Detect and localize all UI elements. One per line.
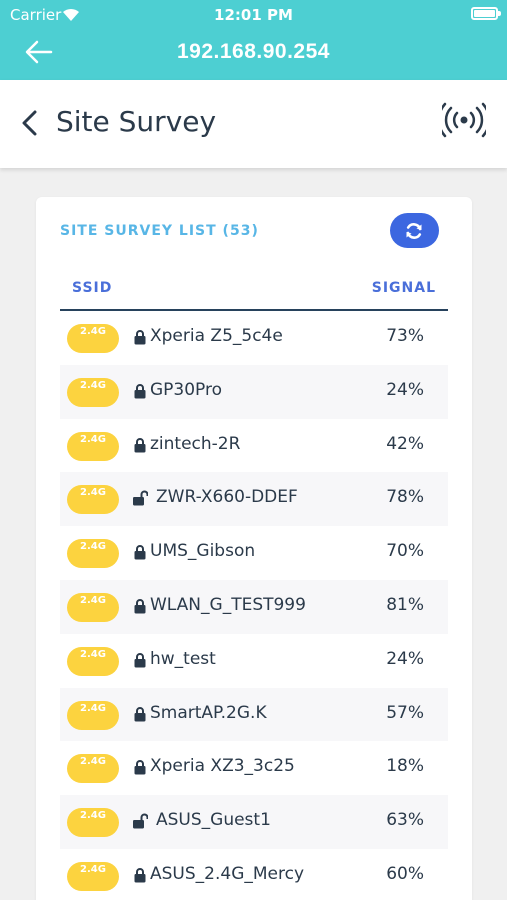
ssid-label: zintech-2R bbox=[150, 433, 241, 454]
ssid-label: ASUS_2.4G_Mercy bbox=[150, 863, 305, 884]
signal-value: 57% bbox=[386, 702, 424, 723]
column-header-ssid: SSID bbox=[72, 280, 113, 296]
survey-list: 2.4G Xperia Z5_5c4e 73% 2.4G GP30Pro 24%… bbox=[60, 311, 448, 900]
list-item[interactable]: 2.4G UMS_Gibson 70% bbox=[60, 526, 448, 580]
list-item[interactable]: 2.4G zintech-2R 42% bbox=[60, 419, 448, 473]
ssid-label: Xperia XZ3_3c25 bbox=[150, 756, 295, 777]
status-bar: Carrier 12:01 PM bbox=[0, 0, 507, 28]
signal-value: 24% bbox=[386, 648, 424, 669]
site-survey-card: SITE SURVEY LIST (53) SSID SIGNAL 2.4G X… bbox=[36, 197, 472, 900]
wifi-icon bbox=[63, 8, 79, 21]
refresh-icon bbox=[406, 223, 422, 239]
list-item[interactable]: 2.4G WLAN_G_TEST999 81% bbox=[60, 579, 448, 634]
lock-icon bbox=[134, 545, 146, 560]
ssid-label: UMS_Gibson bbox=[150, 541, 256, 562]
lock-icon bbox=[134, 760, 146, 775]
status-time: 12:01 PM bbox=[214, 6, 293, 24]
list-item[interactable]: 2.4G hw_test 24% bbox=[60, 634, 448, 688]
signal-value: 18% bbox=[386, 756, 424, 777]
ssid-label: Xperia Z5_5c4e bbox=[150, 326, 283, 346]
lock-icon bbox=[134, 383, 146, 399]
lock-icon bbox=[134, 652, 146, 668]
band-badge: 2.4G bbox=[67, 592, 119, 622]
signal-value: 60% bbox=[386, 863, 424, 884]
ssid-label: hw_test bbox=[150, 648, 216, 669]
band-badge: 2.4G bbox=[67, 646, 119, 676]
lock-icon bbox=[134, 868, 146, 883]
battery-icon bbox=[471, 7, 501, 20]
signal-value: 42% bbox=[386, 433, 424, 454]
band-badge: 2.4G bbox=[67, 485, 119, 515]
carrier-label: Carrier bbox=[10, 6, 62, 24]
unlock-icon bbox=[133, 490, 148, 506]
signal-value: 81% bbox=[386, 594, 424, 615]
app-header: Carrier 12:01 PM 192.168.90.254 bbox=[0, 0, 507, 80]
band-badge: 2.4G bbox=[67, 377, 119, 407]
refresh-button[interactable] bbox=[390, 213, 439, 248]
signal-value: 78% bbox=[386, 487, 424, 508]
ssid-label: ZWR-X660-DDEF bbox=[156, 487, 298, 508]
ssid-label: ASUS_Guest1 bbox=[156, 810, 271, 831]
lock-icon bbox=[134, 599, 146, 614]
lock-icon bbox=[134, 437, 146, 453]
ssid-label: WLAN_G_TEST999 bbox=[150, 594, 306, 615]
list-item[interactable]: 2.4G ASUS_Guest1 63% bbox=[60, 795, 448, 849]
lock-icon bbox=[134, 330, 146, 345]
unlock-icon bbox=[133, 813, 148, 829]
ssid-label: GP30Pro bbox=[150, 379, 223, 400]
list-item[interactable]: 2.4G ZWR-X660-DDEF 78% bbox=[60, 472, 448, 527]
list-item[interactable]: 2.4G SmartAP.2G.K 57% bbox=[60, 687, 448, 742]
lock-icon bbox=[134, 706, 146, 722]
wireless-signal-icon[interactable] bbox=[442, 102, 486, 138]
band-badge: 2.4G bbox=[67, 431, 119, 461]
header-title: 192.168.90.254 bbox=[177, 40, 330, 63]
band-badge: 2.4G bbox=[67, 754, 119, 784]
signal-value: 63% bbox=[386, 810, 424, 831]
page-title: Site Survey bbox=[56, 105, 217, 138]
signal-value: 24% bbox=[386, 379, 424, 400]
signal-value: 70% bbox=[386, 541, 424, 562]
header-divider bbox=[60, 309, 448, 311]
band-badge: 2.4G bbox=[67, 539, 119, 569]
column-header-signal: SIGNAL bbox=[371, 280, 436, 296]
arrow-left-icon[interactable] bbox=[24, 38, 54, 66]
band-badge: 2.4G bbox=[67, 324, 119, 353]
band-badge: 2.4G bbox=[67, 808, 119, 838]
ssid-label: SmartAP.2G.K bbox=[150, 702, 267, 723]
chevron-left-icon[interactable] bbox=[18, 108, 42, 138]
list-item[interactable]: 2.4G Xperia XZ3_3c25 18% bbox=[60, 741, 448, 795]
list-item[interactable]: 2.4G Xperia Z5_5c4e 73% bbox=[60, 311, 448, 365]
signal-value: 73% bbox=[386, 326, 424, 346]
list-item[interactable]: 2.4G ASUS_2.4G_Mercy 60% bbox=[60, 849, 448, 900]
list-item[interactable]: 2.4G GP30Pro 24% bbox=[60, 364, 448, 419]
list-title: SITE SURVEY LIST (53) bbox=[60, 223, 259, 239]
band-badge: 2.4G bbox=[67, 700, 119, 730]
band-badge: 2.4G bbox=[67, 861, 119, 891]
page-header: Site Survey bbox=[0, 80, 507, 168]
